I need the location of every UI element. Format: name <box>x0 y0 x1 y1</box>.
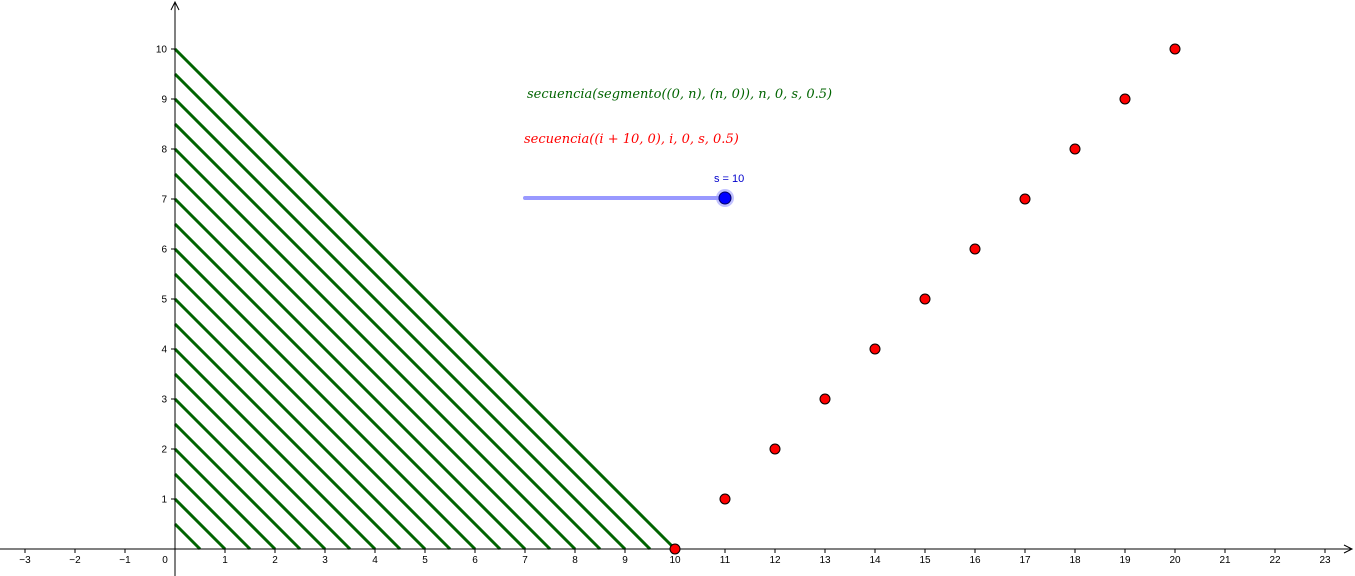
y-tick-label: 10 <box>156 45 168 56</box>
x-tick-label: 7 <box>522 555 528 566</box>
segment[interactable] <box>173 372 352 551</box>
point[interactable] <box>969 243 981 255</box>
x-tick-label: 23 <box>1319 555 1331 566</box>
segment[interactable] <box>173 472 252 551</box>
point[interactable] <box>669 543 681 555</box>
x-tick-label: −3 <box>19 555 31 566</box>
segment[interactable] <box>173 447 277 551</box>
formula-points-sequence[interactable]: secuencia((i + 10, 0), i, 0, s, 0.5) <box>524 132 739 147</box>
segment[interactable] <box>173 297 427 551</box>
segment[interactable] <box>173 422 302 551</box>
y-tick-label: 2 <box>161 445 167 456</box>
point[interactable] <box>819 393 831 405</box>
point[interactable] <box>719 493 731 505</box>
x-tick-label: 21 <box>1219 555 1231 566</box>
x-tick-label: 6 <box>472 555 478 566</box>
segment[interactable] <box>173 197 527 551</box>
x-tick-label: 10 <box>669 555 681 566</box>
y-tick-label: 9 <box>161 95 167 106</box>
y-tick-label: 3 <box>161 395 167 406</box>
point[interactable] <box>769 443 781 455</box>
slider-label: s = 10 <box>714 173 745 185</box>
segments-sequence[interactable] <box>173 47 677 551</box>
x-tick-label: 12 <box>769 555 781 566</box>
segment[interactable] <box>173 72 652 551</box>
x-tick-label: 17 <box>1019 555 1031 566</box>
x-tick-label: 15 <box>919 555 931 566</box>
y-tick-label: 5 <box>161 295 167 306</box>
slider-s[interactable] <box>523 189 734 207</box>
points-sequence[interactable] <box>669 43 1181 555</box>
x-tick-label: 8 <box>572 555 578 566</box>
x-tick-label: 16 <box>969 555 981 566</box>
segment[interactable] <box>173 397 327 551</box>
segment[interactable] <box>173 247 477 551</box>
segment[interactable] <box>173 122 602 551</box>
x-tick-label: 13 <box>819 555 831 566</box>
point[interactable] <box>1169 43 1181 55</box>
slider-knob[interactable] <box>718 191 732 205</box>
y-tick-label: 4 <box>161 345 167 356</box>
segment[interactable] <box>173 147 577 551</box>
point[interactable] <box>919 293 931 305</box>
segment[interactable] <box>173 347 377 551</box>
point[interactable] <box>869 343 881 355</box>
x-tick-label: 1 <box>222 555 228 566</box>
point[interactable] <box>1069 143 1081 155</box>
x-tick-label: 22 <box>1269 555 1281 566</box>
y-tick-label: 8 <box>161 145 167 156</box>
x-tick-label: 11 <box>720 555 731 566</box>
x-axis-arrow <box>1343 544 1354 554</box>
x-tick-label: 5 <box>422 555 428 566</box>
segment[interactable] <box>173 222 502 551</box>
segment[interactable] <box>173 97 627 551</box>
x-tick-label: 20 <box>1169 555 1181 566</box>
x-tick-label: 4 <box>372 555 378 566</box>
y-tick-label: 6 <box>161 245 167 256</box>
segment[interactable] <box>173 172 552 551</box>
x-tick-label: −1 <box>119 555 131 566</box>
segment[interactable] <box>173 47 677 551</box>
segment[interactable] <box>173 322 402 551</box>
x-tick-label: 9 <box>622 555 628 566</box>
x-tick-label: 2 <box>272 555 278 566</box>
y-axis-arrow <box>170 0 180 11</box>
x-tick-label: 18 <box>1069 555 1081 566</box>
y-tick-label: 1 <box>161 495 167 506</box>
y-tick-label: 7 <box>161 195 167 206</box>
point[interactable] <box>1019 193 1031 205</box>
x-tick-label: 19 <box>1119 555 1131 566</box>
formula-segments-sequence[interactable]: secuencia(segmento((0, n), (n, 0)), n, 0… <box>527 87 833 102</box>
segment[interactable] <box>173 272 452 551</box>
x-tick-label: −2 <box>69 555 81 566</box>
point[interactable] <box>1119 93 1131 105</box>
segment[interactable] <box>173 497 227 551</box>
segment[interactable] <box>173 522 202 551</box>
x-tick-label: 0 <box>162 555 168 566</box>
x-tick-label: 3 <box>322 555 328 566</box>
x-tick-label: 14 <box>869 555 881 566</box>
